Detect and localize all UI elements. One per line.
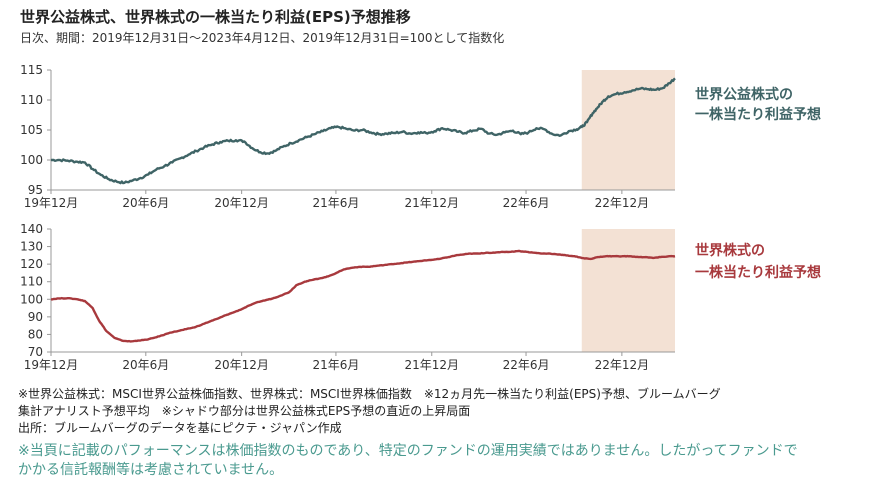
y-tick-label: 105 <box>20 123 43 137</box>
y-tick-label: 140 <box>20 222 43 236</box>
series-label-line: 世界株式の <box>695 242 765 259</box>
x-tick-label: 22年6月 <box>503 196 550 210</box>
shaded-period <box>581 229 675 352</box>
series-label-line: 世界公益株式の <box>695 86 793 103</box>
y-tick-label: 100 <box>20 153 43 167</box>
utilities-eps-chart: 95 100 105 110 115 19年12月 20年6月 20年12月 21年6月 21年1… <box>20 63 821 210</box>
x-tick-label: 21年6月 <box>312 358 359 372</box>
y-tick-label: 115 <box>20 63 43 77</box>
y-tick-label: 80 <box>28 327 43 341</box>
x-tick-label: 20年6月 <box>122 196 169 210</box>
footnote-line-3: 出所：ブルームバーグのデータを基にピクテ・ジャパン作成 <box>18 421 342 435</box>
x-tick-label: 22年12月 <box>595 358 650 372</box>
series-line <box>50 249 676 343</box>
x-tick-label: 20年12月 <box>214 358 269 372</box>
footnotes: ※世界公益株式：MSCI世界公益株価指数、世界株式：MSCI世界株価指数 ※12… <box>18 386 878 437</box>
footnote-line-1: ※世界公益株式：MSCI世界公益株価指数、世界株式：MSCI世界株価指数 ※12… <box>18 387 721 401</box>
y-tick-label: 110 <box>20 275 43 289</box>
x-tick-label: 19年12月 <box>24 358 79 372</box>
series-line <box>51 77 676 185</box>
world-eps-chart: 70 80 90 100 110 120 130 140 19年12月 20年6月 20年12月 21… <box>20 222 821 372</box>
footnote-line-2: 集計アナリスト予想平均 ※シャドウ部分は世界公益株式EPS予想の直近の上昇局面 <box>18 404 471 418</box>
disclaimer: ※当頁に記載のパフォーマンスは株価指数のものであり、特定のファンドの運用実績では… <box>18 442 878 480</box>
x-tick-label: 20年6月 <box>122 358 169 372</box>
x-tick-label: 21年12月 <box>404 358 459 372</box>
disclaimer-line-2: かかる信託報酬等は考慮されていません。 <box>18 462 284 478</box>
series-label-line: 一株当たり利益予想 <box>695 264 821 281</box>
x-tick-label: 19年12月 <box>24 196 79 210</box>
x-tick-label: 22年12月 <box>595 196 650 210</box>
disclaimer-line-1: ※当頁に記載のパフォーマンスは株価指数のものであり、特定のファンドの運用実績では… <box>18 443 798 459</box>
chart-subtitle: 日次、期間：2019年12月31日～2023年4月12日、2019年12月31日… <box>20 31 505 45</box>
y-tick-label: 95 <box>28 183 43 197</box>
x-tick-label: 20年12月 <box>214 196 269 210</box>
y-tick-label: 100 <box>20 292 43 306</box>
y-tick-label: 70 <box>28 345 43 359</box>
y-tick-label: 130 <box>20 240 43 254</box>
y-tick-label: 90 <box>28 310 43 324</box>
x-tick-label: 21年6月 <box>312 196 359 210</box>
y-tick-label: 120 <box>20 257 43 271</box>
x-tick-label: 21年12月 <box>404 196 459 210</box>
y-tick-label: 110 <box>20 93 43 107</box>
x-tick-label: 22年6月 <box>503 358 550 372</box>
series-label-line: 一株当たり利益予想 <box>695 106 821 123</box>
chart-title: 世界公益株式、世界株式の一株当たり利益(EPS)予想推移 <box>20 8 411 26</box>
